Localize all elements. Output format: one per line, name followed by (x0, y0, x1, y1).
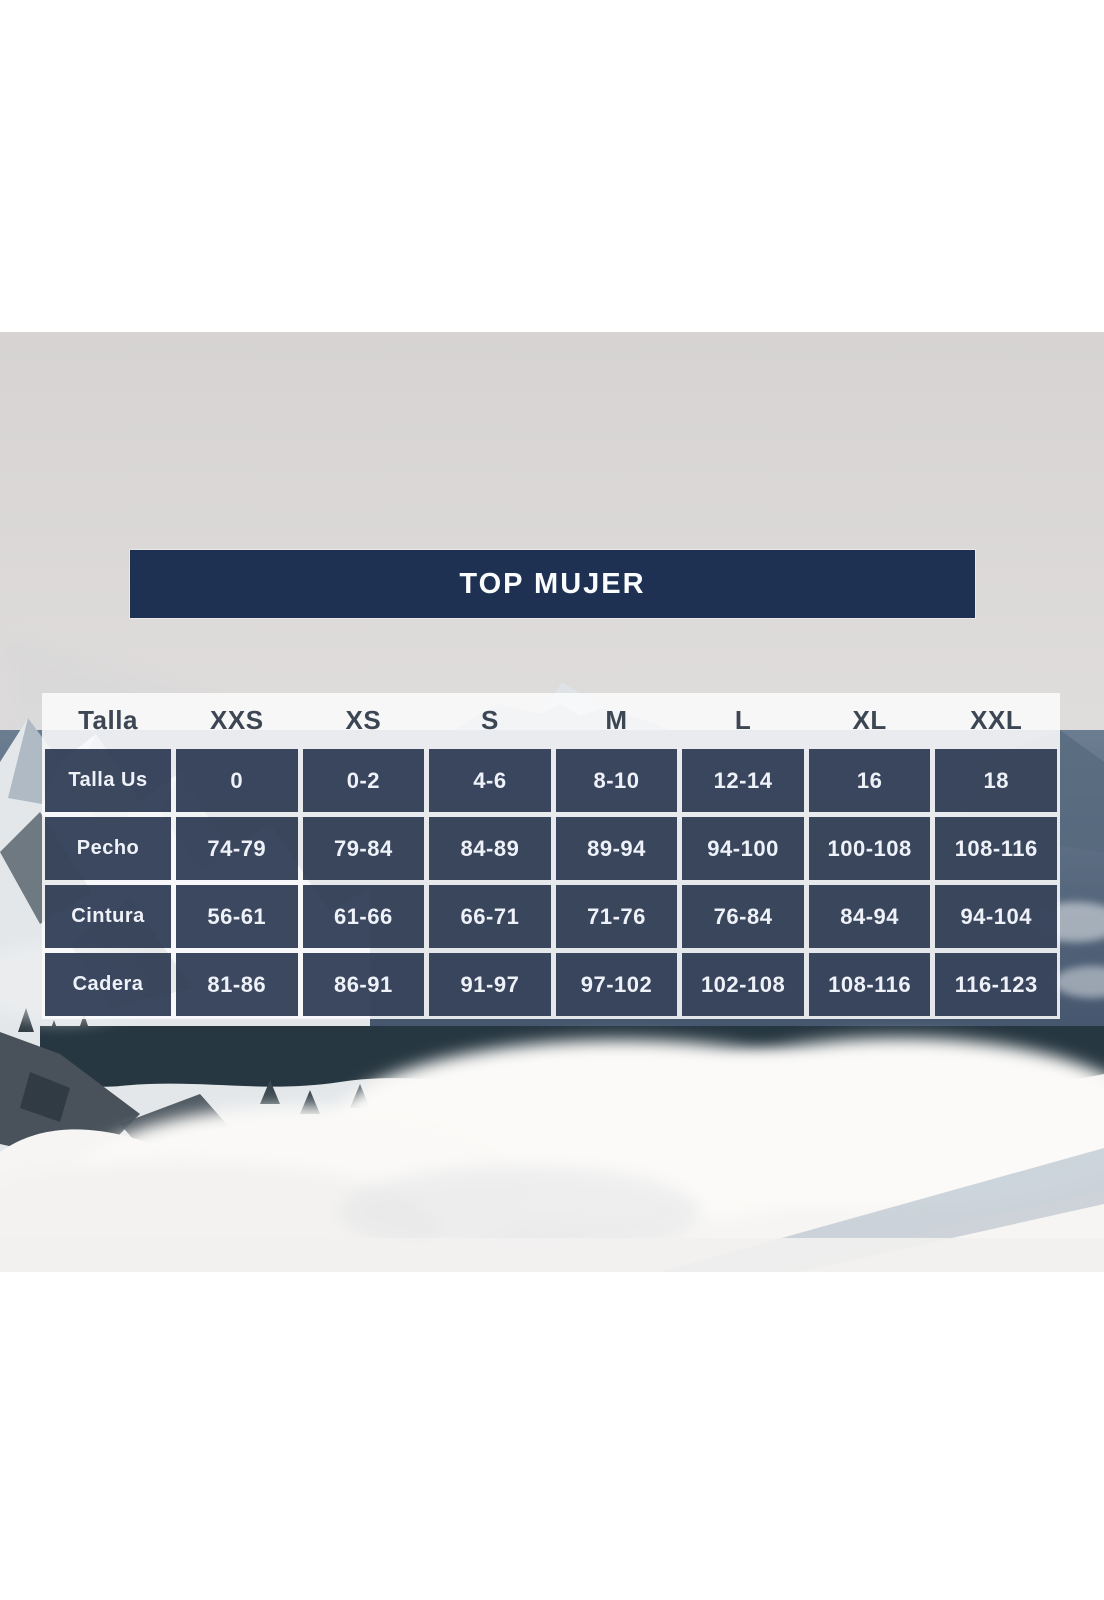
cell-pecho-s: 84-89 (429, 817, 551, 880)
cell-talla-us-xxl: 18 (935, 749, 1057, 812)
cell-pecho-m: 89-94 (555, 817, 678, 880)
column-header-xxl: XXL (970, 704, 1023, 735)
cell-talla-us-xs: 0-2 (302, 749, 425, 812)
cell-cadera-xs: 86-91 (302, 953, 425, 1016)
column-header-xl: XL (852, 704, 887, 735)
cell-talla-us-s: 4-6 (429, 749, 551, 812)
cell-pecho-l: 94-100 (682, 817, 804, 880)
cell-cintura-xxs: 56-61 (176, 885, 298, 948)
cell-talla-us-m: 8-10 (555, 749, 678, 812)
row-label-pecho: Pecho (45, 817, 171, 880)
cell-cadera-xl: 108-116 (808, 953, 931, 1016)
cell-talla-us-xxs: 0 (176, 749, 298, 812)
row-label-cadera: Cadera (45, 953, 171, 1016)
cell-talla-us-l: 12-14 (682, 749, 804, 812)
size-chart-table: Talla XXS XS S M L XL XXL Talla Us 0 0-2… (42, 693, 1060, 1019)
cell-cintura-xl: 84-94 (808, 885, 931, 948)
cell-cintura-m: 71-76 (555, 885, 678, 948)
cell-talla-us-xl: 16 (808, 749, 931, 812)
cell-pecho-xs: 79-84 (302, 817, 425, 880)
cell-cadera-m: 97-102 (555, 953, 678, 1016)
row-label-cintura: Cintura (45, 885, 171, 948)
cell-cintura-xs: 61-66 (302, 885, 425, 948)
cell-cadera-s: 91-97 (429, 953, 551, 1016)
row-label-talla-us: Talla Us (45, 749, 171, 812)
cell-cadera-xxl: 116-123 (935, 953, 1057, 1016)
cell-cintura-xxl: 94-104 (935, 885, 1057, 948)
cell-pecho-xxl: 108-116 (935, 817, 1057, 880)
title-banner: TOP MUJER (130, 550, 975, 618)
cell-pecho-xl: 100-108 (808, 817, 931, 880)
cell-cadera-l: 102-108 (682, 953, 804, 1016)
column-header-l: L (734, 704, 752, 735)
column-header-xs: XS (345, 704, 382, 735)
column-header-xxs: XXS (210, 704, 264, 735)
cell-pecho-xxs: 74-79 (176, 817, 298, 880)
column-header-talla: Talla (78, 704, 138, 735)
cell-cintura-l: 76-84 (682, 885, 804, 948)
column-header-s: S (481, 704, 499, 735)
cell-cadera-xxs: 81-86 (176, 953, 298, 1016)
page-title: TOP MUJER (459, 567, 646, 600)
cell-cintura-s: 66-71 (429, 885, 551, 948)
column-header-m: M (605, 704, 628, 735)
